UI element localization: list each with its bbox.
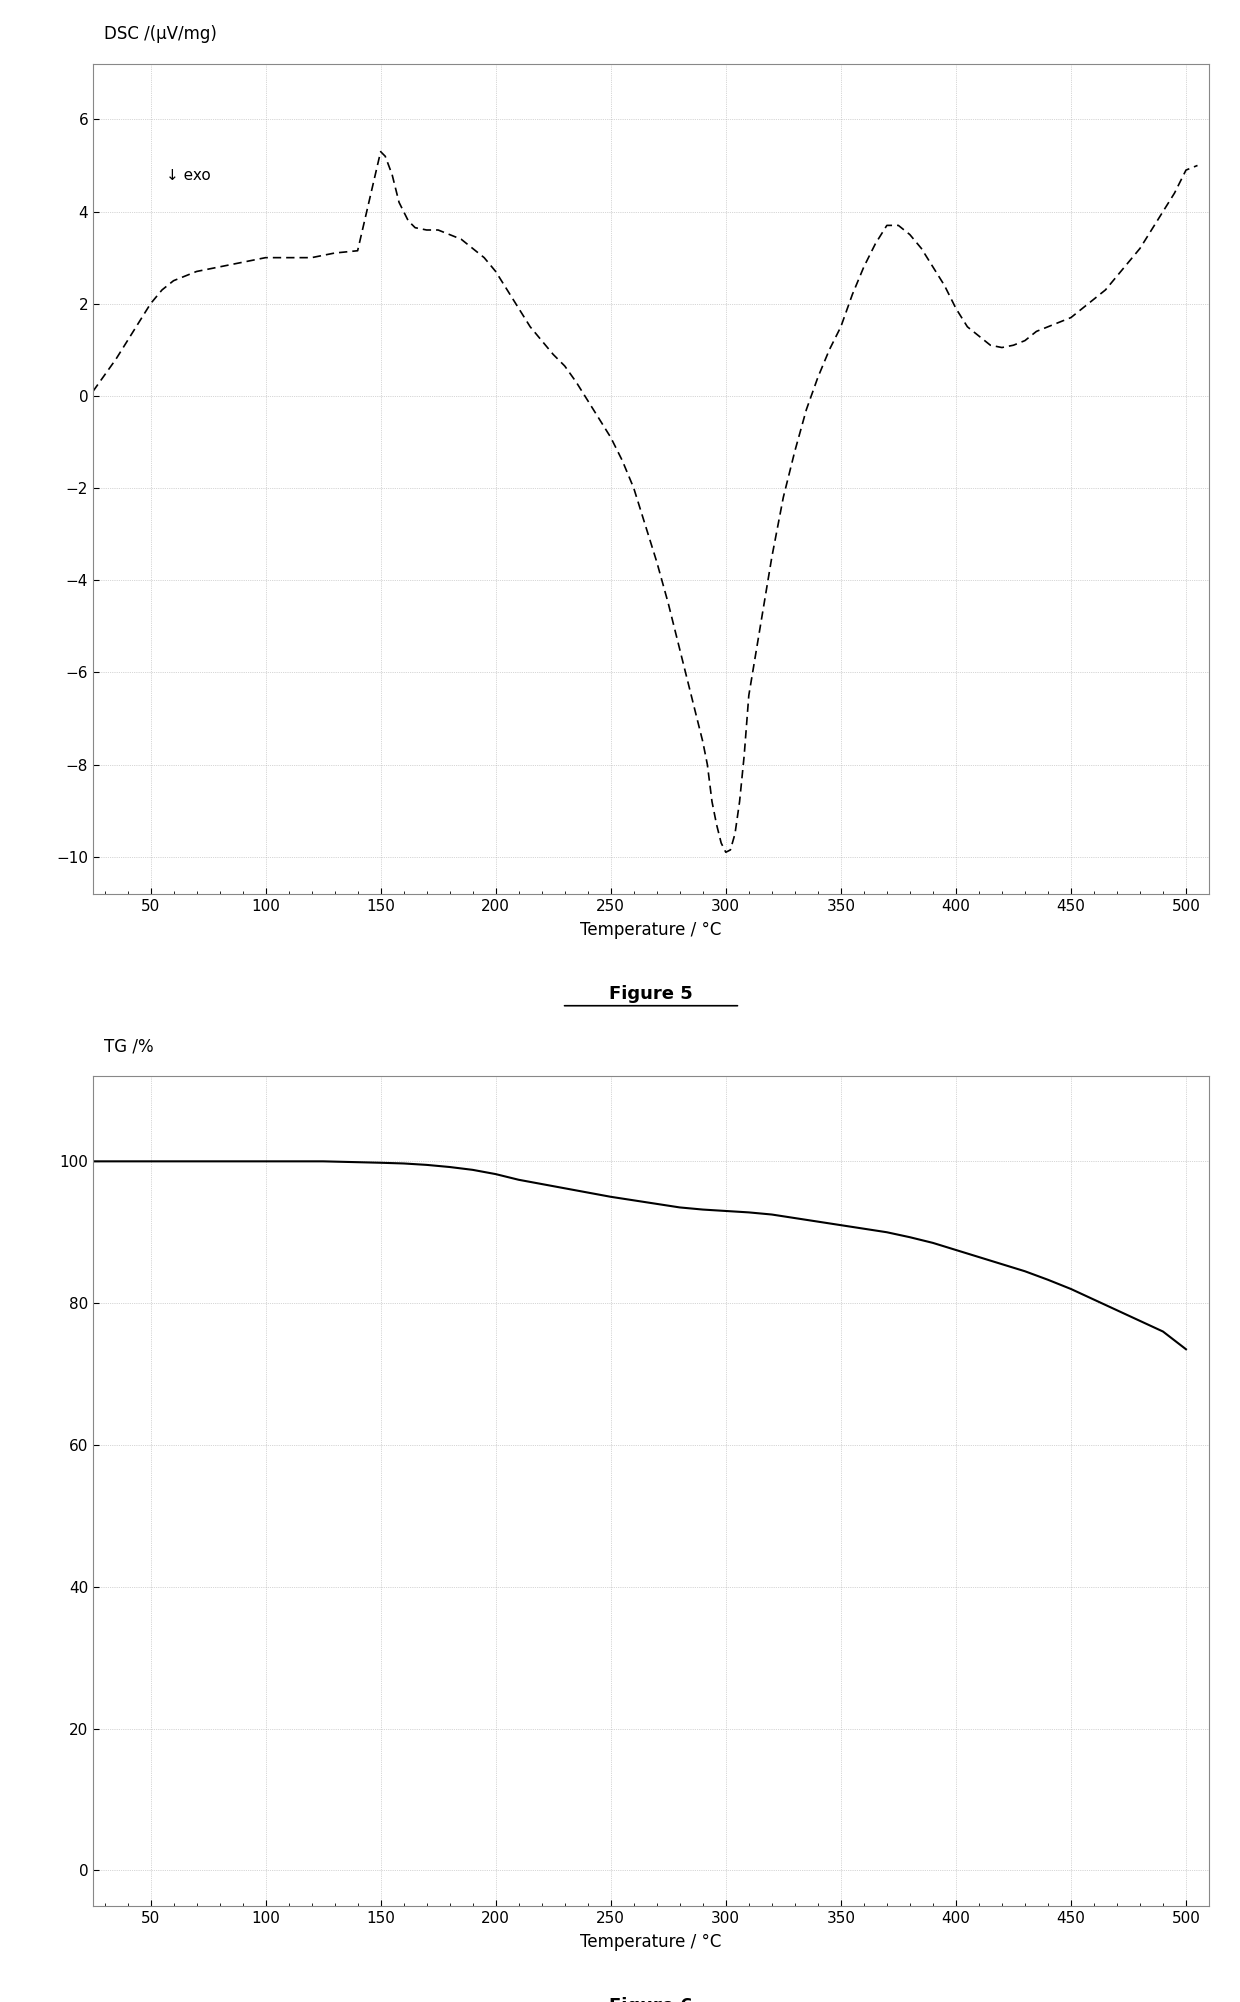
Text: ↓ exo: ↓ exo	[166, 168, 211, 182]
Text: Figure 5: Figure 5	[609, 985, 693, 1003]
X-axis label: Temperature / °C: Temperature / °C	[580, 1932, 722, 1950]
Text: DSC /(μV/mg): DSC /(μV/mg)	[104, 26, 217, 44]
Text: TG /%: TG /%	[104, 1037, 154, 1055]
X-axis label: Temperature / °C: Temperature / °C	[580, 921, 722, 939]
Text: Figure 6: Figure 6	[609, 1998, 693, 2002]
